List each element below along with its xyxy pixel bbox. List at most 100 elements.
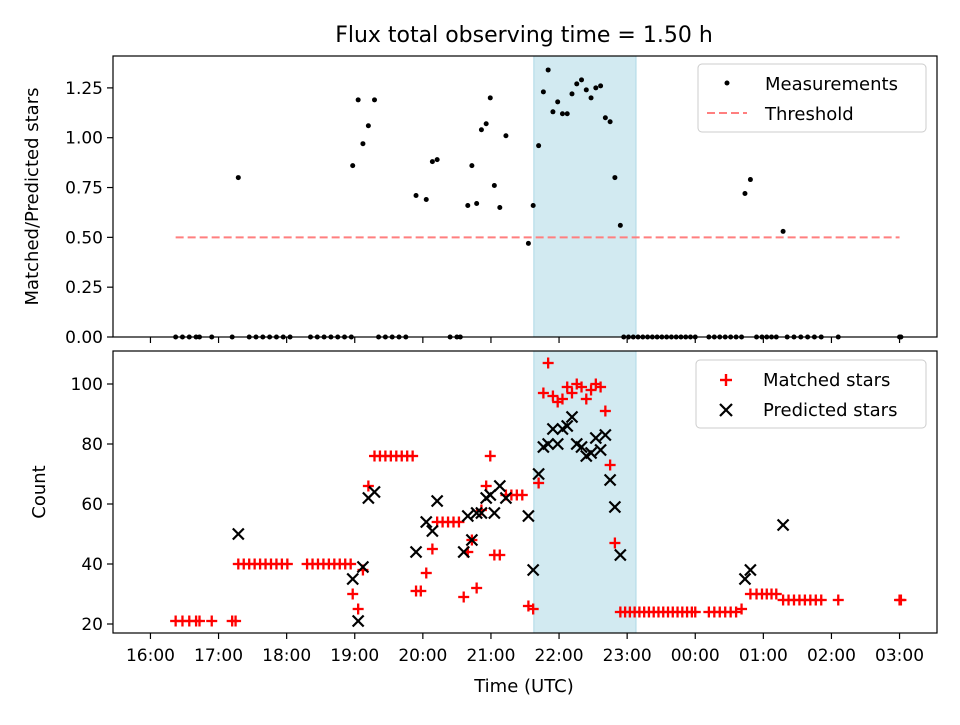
matched-star-point [362,480,374,492]
matched-star-point [895,594,907,606]
measurement-point [617,222,623,228]
matched-star-point [595,381,607,393]
bottom-y-tick-label: 100 [71,375,103,395]
matched-star-point [547,390,559,402]
legend-predicted-marker [719,403,733,417]
matched-star-point [561,381,573,393]
x-tick-label: 22:00 [535,646,584,666]
predicted-star-point [430,494,444,508]
measurement-point [780,228,786,234]
predicted-star-point [368,485,381,499]
predicted-star-point [541,437,555,451]
top-y-tick-label: 1.00 [65,129,103,149]
top-y-tick-label: 0.50 [65,228,103,248]
bottom-y-tick-label: 60 [81,495,103,515]
bottom-y-tick-label: 80 [81,435,103,455]
legend-matched-marker [720,374,732,386]
measurement-point [474,200,480,206]
matched-star-point [542,357,554,369]
matched-star-point [736,603,748,615]
matched-star-point [770,588,782,600]
x-axis-label: Time (UTC) [473,676,574,697]
x-tick-label: 03:00 [875,646,924,666]
measurement-point [525,240,531,246]
matched-star-point [352,603,364,615]
predicted-star-point [356,560,370,574]
measurement-point [540,89,546,95]
matched-star-point [347,588,359,600]
measurement-point [607,119,613,125]
legend-predicted-label: Predicted stars [763,400,897,421]
top-panel: 0.00 0.25 0.50 0.75 1.00 1.25 Matched/Predict… [22,55,938,348]
predicted-star-point [599,428,612,442]
measurement-point [550,109,556,115]
matched-star-point [566,387,578,399]
predicted-star-point [461,509,475,523]
matched-star-point [426,543,438,555]
top-y-tick-label: 0.75 [65,179,103,199]
measurement-point [423,196,429,202]
measurement-point [747,177,753,183]
matched-star-point [556,393,568,405]
predicted-star-point [608,500,622,514]
top-legend-box [697,63,927,133]
predicted-star-point [584,446,598,460]
measurement-point [365,123,371,129]
measurement-point [579,77,585,83]
predicted-star-point [488,506,501,520]
top-y-axis-label: Matched/Predicted stars [22,88,43,306]
measurement-point [355,97,361,103]
bottom-panel: 20 40 60 80 100 16:00 17:00 18:00 19:00 20:00 21:… [29,350,938,697]
measurement-point [593,85,599,91]
matched-star-point [484,450,496,462]
predicted-star-point [483,488,497,502]
measurement-point [612,175,618,181]
measurement-point [350,163,356,169]
matched-star-point [230,615,242,627]
predicted-star-point [232,527,245,541]
measurement-point [469,163,475,169]
measurement-point [487,95,493,101]
legend-measurements-label: Measurements [765,74,898,95]
predicted-stars-points [232,410,790,628]
top-x-axis [149,337,901,343]
matched-star-point [471,582,483,594]
matched-star-point [453,516,465,528]
top-axes-frame [112,55,938,338]
predicted-star-point [426,524,439,538]
matched-star-point [193,615,205,627]
matched-star-point [527,603,539,615]
top-y-tick-label: 0.25 [65,278,103,298]
measurement-point [491,183,497,189]
predicted-star-point [551,437,564,451]
matched-star-point [281,558,293,570]
legend-threshold-label: Threshold [764,104,854,125]
predicted-star-point [594,443,607,457]
predicted-star-point [575,440,588,454]
measurement-point [503,133,509,139]
matched-star-point [458,591,470,603]
measurement-point [742,191,748,197]
measurement-point [559,111,565,117]
x-tick-label: 21:00 [466,646,515,666]
predicted-star-point [457,545,470,559]
top-y-tick-label: 0.00 [65,328,103,348]
measurement-point [434,157,440,163]
matched-star-point [533,477,545,489]
x-tick-label: 19:00 [330,646,379,666]
predicted-star-point [546,422,560,436]
legend-matched-label: Matched stars [763,370,890,391]
x-tick-label: 00:00 [671,646,720,666]
matched-star-point [609,537,621,549]
bottom-y-axis: 20 40 60 80 100 [71,375,113,635]
measurement-point [413,193,419,199]
measurement-point [360,141,366,147]
x-tick-label: 01:00 [739,646,788,666]
predicted-star-point [560,419,574,433]
measurement-point [598,83,604,89]
bottom-axes-frame [112,350,938,634]
predicted-star-point [603,473,617,487]
matched-star-point [832,594,844,606]
predicted-star-point [614,548,627,562]
